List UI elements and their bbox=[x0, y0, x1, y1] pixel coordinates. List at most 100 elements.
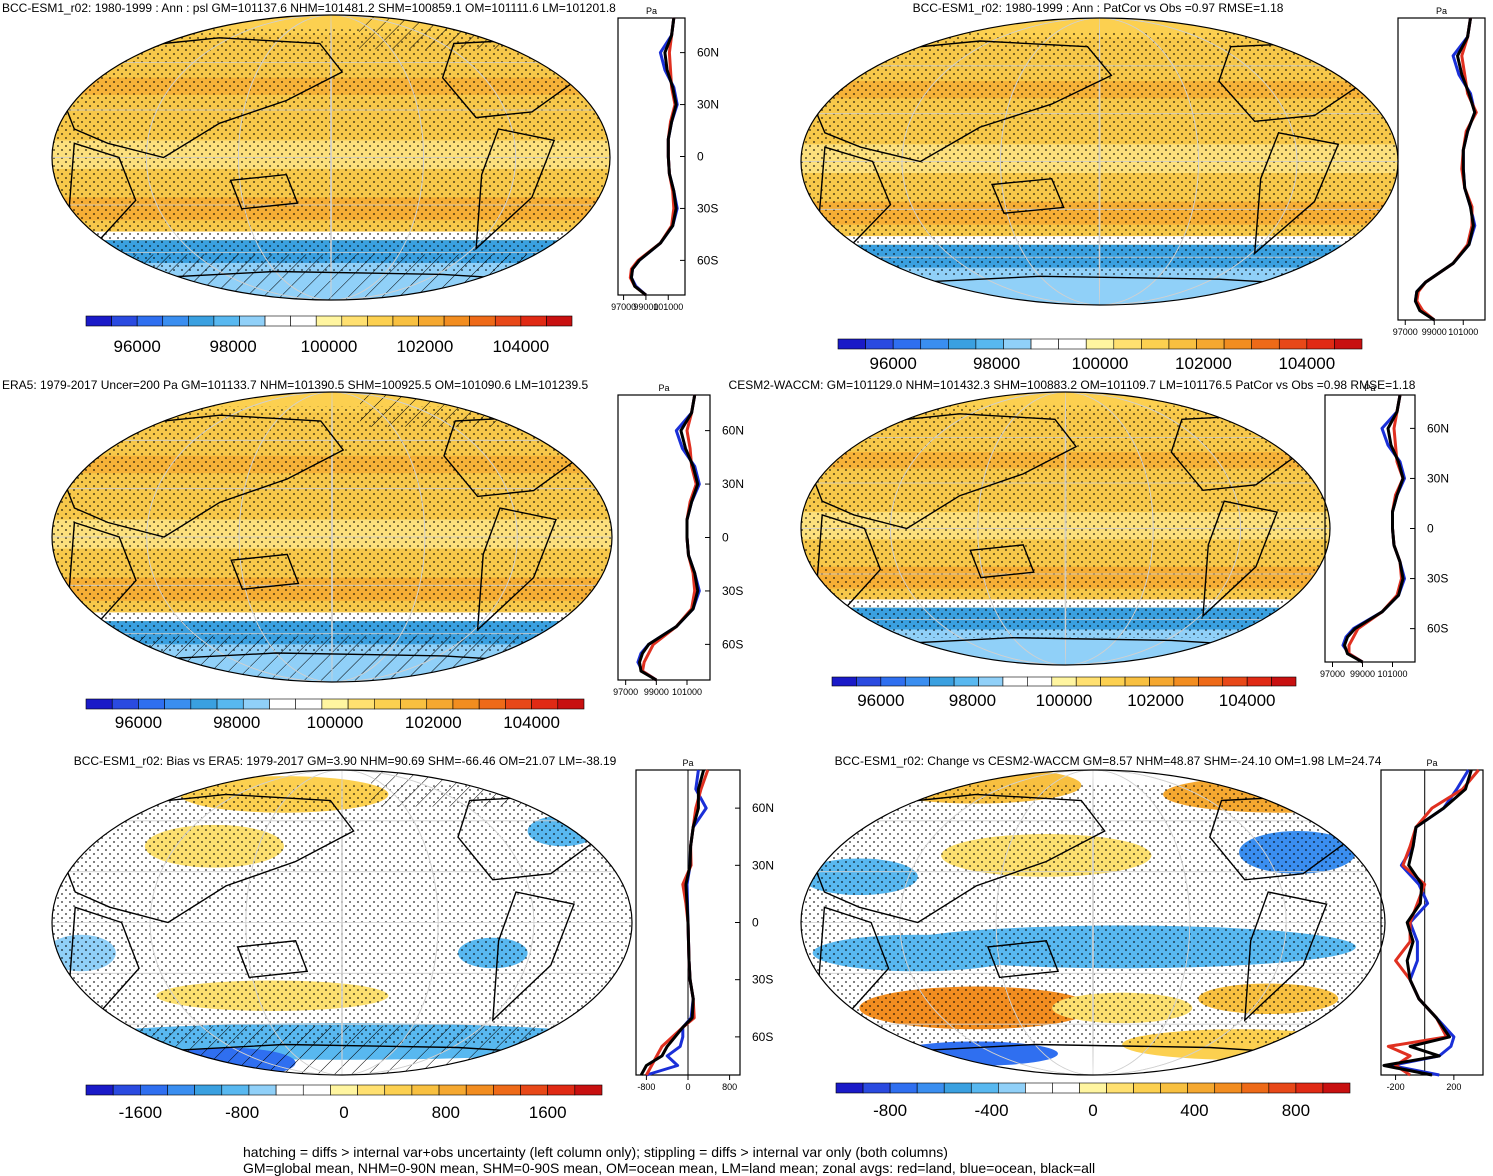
coastline-australia bbox=[229, 173, 299, 210]
profile-unit: Pa bbox=[682, 758, 693, 768]
profile-line-all bbox=[629, 17, 678, 297]
map-outline bbox=[800, 769, 1386, 1076]
colorbar-tick-label: 102000 bbox=[405, 713, 462, 732]
colorbar-swatch bbox=[438, 1084, 467, 1096]
map-outline bbox=[800, 391, 1331, 666]
colorbar-swatch bbox=[357, 1084, 386, 1096]
colorbar-swatch bbox=[242, 698, 270, 710]
colorbar-swatch bbox=[546, 315, 573, 327]
colorbar-swatch bbox=[1214, 1082, 1243, 1094]
hatching bbox=[52, 1026, 632, 1075]
profile-xtick-label: 101000 bbox=[1448, 327, 1478, 337]
graticule-meridian bbox=[1092, 770, 1094, 1075]
colorbar-swatch bbox=[1100, 676, 1126, 687]
colorbar-swatch bbox=[216, 698, 244, 710]
colorbar-tick-label: 96000 bbox=[857, 691, 904, 710]
panel-model_patcor: Pa 97000 99000 101000 96000 98000 100000 102000… bbox=[800, 1, 1486, 373]
colorbar-swatch bbox=[1241, 1082, 1270, 1094]
colorbar-swatch bbox=[1113, 338, 1142, 350]
graticule-meridian bbox=[901, 18, 1298, 305]
profile-ytick-label: 30N bbox=[697, 98, 719, 112]
profile-xtick-label: 97000 bbox=[613, 687, 638, 697]
colorbar-tick-label: 98000 bbox=[213, 713, 260, 732]
graticule-meridian bbox=[146, 392, 518, 682]
profile-xtick-label: 800 bbox=[722, 1082, 737, 1092]
colorbar-tick-label: 98000 bbox=[949, 691, 996, 710]
profile-ytick-label: 30S bbox=[697, 201, 718, 215]
colorbar-swatch bbox=[975, 338, 1004, 350]
hatching bbox=[52, 635, 612, 682]
colorbar: 96000 98000 100000 102000 104000 bbox=[831, 676, 1297, 710]
profile-ytick-label: 60N bbox=[722, 424, 744, 438]
colorbar-swatch bbox=[443, 315, 470, 327]
colorbar-swatch bbox=[85, 698, 113, 710]
profile-unit: Pa bbox=[658, 383, 669, 393]
colorbar-swatch bbox=[302, 1084, 331, 1096]
colorbar-swatch bbox=[547, 1084, 576, 1096]
coastline-eurasia bbox=[811, 793, 1106, 924]
colorbar-tick-label: 400 bbox=[1180, 1101, 1208, 1120]
colorbar-tick-label: -800 bbox=[873, 1101, 907, 1120]
coastline-south-america bbox=[1253, 132, 1340, 255]
profile-xtick-label: 99000 bbox=[1350, 669, 1375, 679]
profile-xtick-label: 101000 bbox=[1377, 669, 1407, 679]
colorbar-swatch bbox=[1196, 338, 1225, 350]
colorbar-swatch bbox=[1051, 676, 1077, 687]
colorbar-swatch bbox=[835, 1082, 864, 1094]
colorbar-tick-label: 96000 bbox=[870, 354, 917, 373]
colorbar-swatch bbox=[221, 1084, 250, 1096]
graticule bbox=[52, 15, 610, 300]
panel-change_vs_cmip: Pa -200 200 -800 -400 0 400 800 BCC-ESM1_r02: Ch… bbox=[800, 754, 1484, 1120]
map-field bbox=[801, 770, 1385, 1075]
colorbar-swatch bbox=[970, 1082, 999, 1094]
colorbar-swatch bbox=[520, 1084, 548, 1096]
colorbar-swatch bbox=[426, 698, 454, 710]
colorbar-swatch bbox=[188, 315, 215, 327]
panel-title: BCC-ESM1_r02: 1980-1999 : Ann : psl GM=1… bbox=[2, 1, 616, 15]
graticule-meridian bbox=[1064, 392, 1067, 665]
profile-ytick-label: 60S bbox=[752, 1030, 773, 1044]
graticule-meridian bbox=[977, 392, 1154, 665]
coastline-africa bbox=[68, 906, 140, 1016]
profile-ytick-label: 30N bbox=[1427, 471, 1449, 485]
profile-unit: Pa bbox=[1436, 6, 1447, 16]
colorbar: -1600 -800 0 800 1600 bbox=[85, 1084, 603, 1122]
colorbar-swatch bbox=[1002, 676, 1028, 687]
colorbar-swatch bbox=[494, 315, 522, 327]
coastline-eurasia bbox=[62, 37, 344, 159]
colorbar-swatch bbox=[837, 338, 866, 350]
coastline-australia bbox=[236, 940, 309, 979]
colorbar-swatch bbox=[248, 1084, 277, 1096]
profile-xtick-label: 97000 bbox=[1320, 669, 1345, 679]
coastline-eurasia bbox=[62, 793, 355, 924]
colorbar-tick-label: 100000 bbox=[301, 337, 358, 356]
hatching bbox=[52, 254, 610, 300]
map-field bbox=[801, 18, 1398, 305]
colorbar-swatch bbox=[1025, 1082, 1053, 1094]
colorbar-swatch bbox=[1268, 1082, 1297, 1094]
profile-unit: Pa bbox=[1426, 758, 1437, 768]
colorbar-swatch bbox=[1271, 676, 1297, 687]
colorbar-tick-label: -800 bbox=[225, 1103, 259, 1122]
panel-obs_climatology: Pa 97000 99000 101000 60N 30N 0 30S 60S 96000 9800… bbox=[2, 378, 744, 732]
graticule bbox=[801, 770, 1385, 1075]
graticule bbox=[801, 18, 1398, 305]
colorbar-swatch bbox=[418, 315, 445, 327]
stippling bbox=[52, 785, 632, 1045]
colorbar-swatch bbox=[889, 1082, 918, 1094]
coastline-eurasia bbox=[62, 414, 345, 538]
colorbar-swatch bbox=[943, 1082, 972, 1094]
graticule-meridian bbox=[890, 392, 1241, 665]
colorbar-swatch bbox=[452, 698, 480, 710]
colorbar-swatch bbox=[978, 676, 1004, 687]
colorbar-tick-label: 0 bbox=[339, 1103, 348, 1122]
colorbar-tick-label: 96000 bbox=[114, 337, 161, 356]
colorbar-tick-label: 800 bbox=[432, 1103, 460, 1122]
colorbar-swatch bbox=[164, 698, 192, 710]
colorbar-tick-label: 104000 bbox=[503, 713, 560, 732]
colorbar-tick-label: 100000 bbox=[1036, 691, 1093, 710]
colorbar-swatch bbox=[295, 698, 323, 710]
coastline-australia bbox=[986, 940, 1059, 979]
